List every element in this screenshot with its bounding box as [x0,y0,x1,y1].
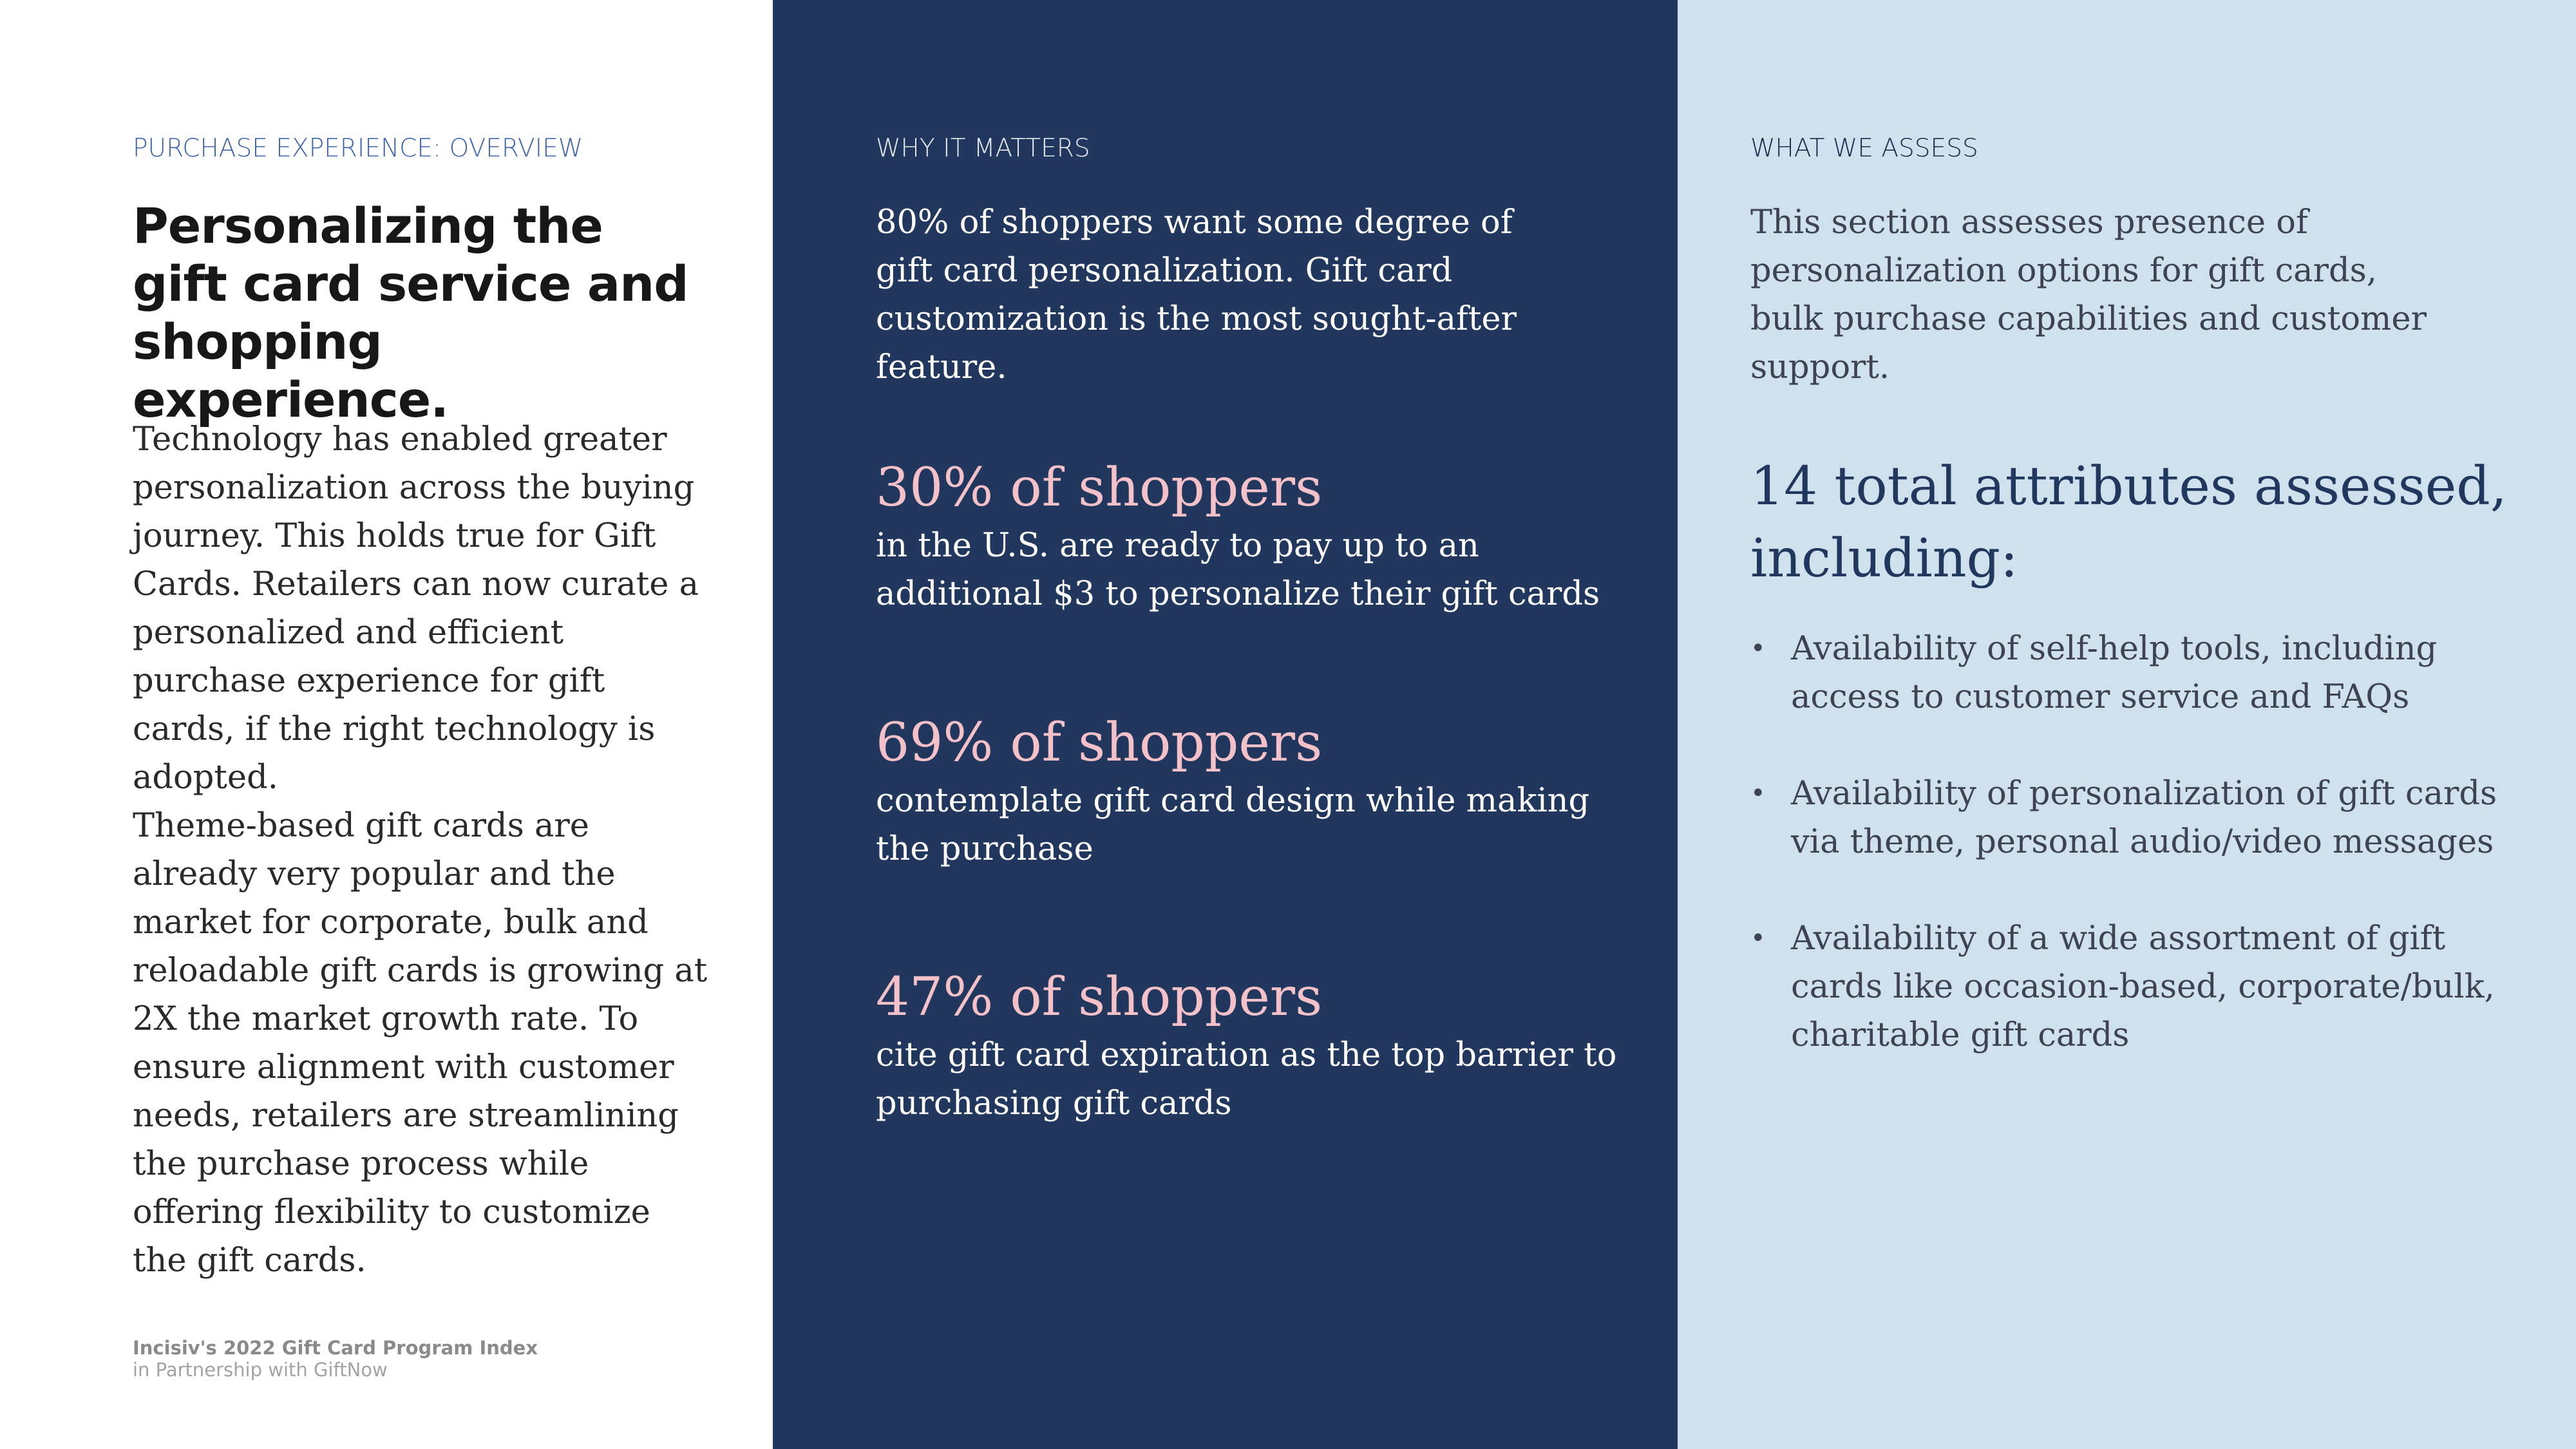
stat-description: in the U.S. are ready to pay up to an ad… [876,527,1600,613]
overview-paragraph-1: Technology has enabled greater personali… [133,421,699,797]
stat-description: contemplate gift card design while makin… [876,782,1590,868]
footer-subtitle: in Partnership with GiftNow [133,1359,388,1381]
what-we-assess-eyebrow: WHAT WE ASSESS [1750,134,1978,163]
bullet-icon: • [1750,634,1766,663]
bullet-icon: • [1750,923,1766,953]
what-we-assess-intro: This section assesses presence of person… [1750,204,2427,386]
overview-eyebrow: PURCHASE EXPERIENCE: OVERVIEW [133,134,583,163]
footer: Incisiv's 2022 Gift Card Program Index i… [133,1337,538,1381]
bullet-icon: • [1750,779,1766,808]
stat-value: 47% of shoppers [876,967,1323,1028]
stat-item: 69% of shoppers contemplate gift card de… [876,711,1636,873]
list-item-text: Availability of personalization of gift … [1791,775,2497,861]
attributes-heading: 14 total attributes assessed, including: [1750,456,2507,589]
stat-value: 30% of shoppers [876,457,1323,518]
page-title: Personalizing the gift card service and … [133,197,689,428]
list-item: • Availability of personalization of gif… [1750,770,2523,866]
stat-item: 30% of shoppers in the U.S. are ready to… [876,456,1636,618]
stat-description: cite gift card expiration as the top bar… [876,1036,1617,1122]
list-item-text: Availability of a wide assortment of gif… [1791,920,2495,1054]
list-item: • Availability of a wide assortment of g… [1750,914,2523,1059]
what-we-assess-column: WHAT WE ASSESS This section assesses pre… [1678,0,2576,1449]
why-it-matters-eyebrow: WHY IT MATTERS [876,134,1090,163]
overview-column: PURCHASE EXPERIENCE: OVERVIEW Personaliz… [0,0,773,1449]
stat-item: 47% of shoppers cite gift card expiratio… [876,965,1636,1128]
footer-title: Incisiv's 2022 Gift Card Program Index [133,1337,538,1359]
overview-paragraph-2: Theme-based gift cards are already very … [133,807,708,1280]
why-it-matters-intro: 80% of shoppers want some degree of gift… [876,204,1517,386]
why-it-matters-column: WHY IT MATTERS 80% of shoppers want some… [773,0,1678,1449]
attributes-list: • Availability of self-help tools, inclu… [1750,625,2523,1108]
list-item: • Availability of self-help tools, inclu… [1750,625,2523,721]
stat-value: 69% of shoppers [876,712,1323,773]
list-item-text: Availability of self-help tools, includi… [1791,630,2438,716]
